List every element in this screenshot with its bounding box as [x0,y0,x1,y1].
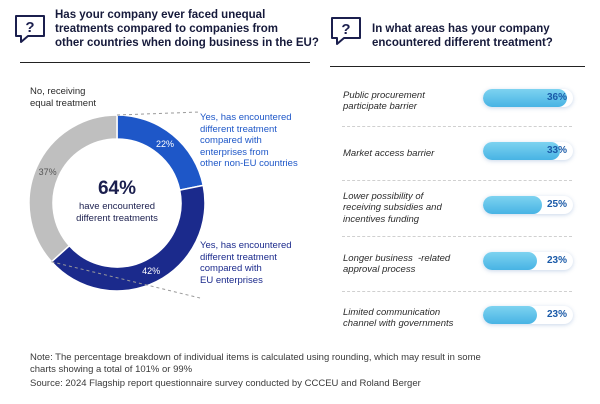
bar-label: Public procurement participate barrier [343,76,478,126]
donut-value-label-eu: 42% [142,266,160,276]
bar-row: Public procurement participate barrier 3… [335,76,580,126]
bar-label-line: receiving subsidies and [343,202,442,214]
bar-label: Lower possibility of receiving subsidies… [343,183,478,233]
label-non-eu: Yes, has encountered different treatment… [200,112,298,170]
bar-track: 36% [483,89,573,107]
donut-center-text: have encountered different treatments [62,201,172,225]
bar-label-line: incentives funding [343,213,420,225]
row-separator [342,236,572,237]
svg-text:?: ? [341,21,350,38]
donut-center-value: 64% [97,178,137,199]
bar-fill [483,306,537,324]
center-text-line: different treatments [76,213,158,224]
question-bubble-icon: ? [331,17,361,45]
left-title-line: treatments compared to companies from [55,23,279,35]
bar-fill [483,142,561,160]
footnote-line: charts showing a total of 101% or 99% [30,364,193,375]
bar-fill [483,89,568,107]
right-divider [330,66,585,67]
left-divider [20,62,310,63]
question-bubble-icon: ? [15,15,45,43]
bar-label: Longer business -related approval proces… [343,239,478,289]
bar-label-line: Lower possibility of [343,190,424,202]
label-line: No, receiving [30,86,86,97]
right-title-line: In what areas has your company [372,23,550,35]
right-title-line: encountered different treatment? [372,37,553,49]
label-eu: Yes, has encountered different treatment… [200,240,292,286]
label-line: different treatment [200,123,277,135]
source-note: Source: 2024 Flagship report questionnai… [30,378,421,389]
bar-label: Market access barrier [343,129,478,179]
bar-label-line: participate barrier [343,101,417,112]
label-line: compared with [200,263,262,274]
donut-value-label-noneu: 22% [156,139,174,149]
bar-value-label: 33% [546,145,567,156]
bar-track: 23% [483,252,573,270]
label-no-equal-treatment: No, receiving equal treatment [30,86,96,109]
row-separator [342,291,572,292]
row-separator [342,180,572,181]
label-line: EU enterprises [200,274,263,286]
bar-track: 33% [483,142,573,160]
label-line: enterprises from [200,146,269,158]
bar-value-label: 23% [546,255,567,266]
bar-row: Longer business -related approval proces… [335,239,580,289]
footnote: Note: The percentage breakdown of indivi… [30,352,481,376]
bar-label-line: channel with governments [343,318,454,329]
donut-chart: 22% 42% 37% [28,111,206,299]
bar-track: 23% [483,306,573,324]
bar-value-label: 25% [546,199,567,210]
donut-slice-no [28,114,118,263]
bar-label-line: approval process [343,264,416,275]
bar-track: 25% [483,196,573,214]
bar-label: Limited communication channel with gover… [343,293,478,343]
leader-line [116,111,201,116]
left-title-line: Has your company ever faced unequal [55,9,266,21]
bar-label-line: Market access barrier [343,148,435,160]
label-line: compared with [200,135,262,146]
bar-row: Lower possibility of receiving subsidies… [335,183,580,233]
bar-label-line: Longer business -related [343,252,451,264]
label-line: equal treatment [30,97,97,109]
leader-line [51,261,201,299]
bar-label-line: Limited communication [343,306,441,318]
bar-label-line: Public procurement [343,89,425,101]
bar-row: Market access barrier 33% [335,129,580,179]
label-line: different treatment [200,251,277,263]
bar-fill [483,196,542,214]
bar-row: Limited communication channel with gover… [335,293,580,343]
row-separator [342,126,572,127]
bar-value-label: 23% [546,309,567,320]
right-chart-title: In what areas has your company encounter… [372,22,592,50]
bar-value-label: 36% [546,92,567,103]
label-line: Yes, has encountered [200,240,292,251]
center-text-line: have encountered [78,201,156,212]
left-chart-title: Has your company ever faced unequal trea… [55,8,335,50]
label-line: other non-EU countries [200,158,298,169]
left-title-line: other countries when doing business in t… [55,37,319,49]
label-line: Yes, has encountered [200,112,292,123]
donut-value-label-no: 37% [39,167,57,177]
footnote-line: Note: The percentage breakdown of indivi… [30,352,481,363]
svg-text:?: ? [25,19,34,36]
bar-fill [483,252,537,270]
